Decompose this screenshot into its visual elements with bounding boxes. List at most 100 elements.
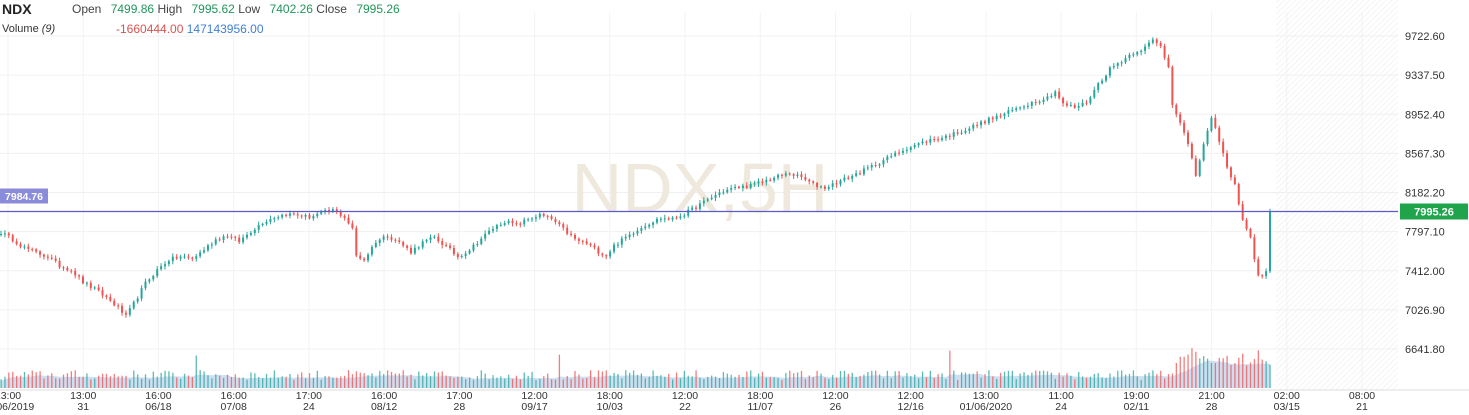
candle-body[interactable]: [1229, 167, 1232, 178]
candle-body[interactable]: [1089, 97, 1092, 104]
candle-body[interactable]: [238, 237, 241, 243]
candle-body[interactable]: [706, 199, 709, 201]
candle-body[interactable]: [519, 223, 522, 225]
candle-body[interactable]: [554, 219, 557, 223]
candle-body[interactable]: [484, 233, 487, 239]
candle-body[interactable]: [148, 279, 151, 282]
candle-body[interactable]: [156, 269, 159, 276]
candle-body[interactable]: [50, 257, 53, 259]
candle-body[interactable]: [1132, 54, 1135, 56]
candle-body[interactable]: [1144, 46, 1147, 51]
candle-body[interactable]: [605, 255, 608, 257]
candle-body[interactable]: [620, 238, 623, 245]
candle-body[interactable]: [1167, 57, 1170, 68]
candle-body[interactable]: [199, 252, 202, 257]
candle-body[interactable]: [1210, 117, 1213, 131]
candle-body[interactable]: [527, 219, 530, 221]
candle-body[interactable]: [652, 222, 655, 225]
candle-body[interactable]: [542, 213, 545, 216]
candle-body[interactable]: [429, 237, 432, 240]
candle-body[interactable]: [925, 141, 928, 143]
candle-body[interactable]: [534, 217, 537, 219]
candle-body[interactable]: [1105, 75, 1108, 81]
candle-body[interactable]: [0, 233, 2, 236]
candle-body[interactable]: [495, 225, 498, 229]
candle-body[interactable]: [550, 216, 553, 220]
candle-body[interactable]: [288, 213, 291, 216]
candle-body[interactable]: [761, 181, 764, 183]
candle-body[interactable]: [843, 177, 846, 181]
candle-body[interactable]: [839, 180, 842, 185]
candle-body[interactable]: [644, 226, 647, 229]
candle-body[interactable]: [417, 247, 420, 249]
candle-body[interactable]: [121, 305, 124, 313]
candle-body[interactable]: [421, 241, 424, 248]
candle-body[interactable]: [265, 221, 268, 224]
candle-body[interactable]: [675, 217, 678, 219]
candle-body[interactable]: [573, 234, 576, 239]
candle-body[interactable]: [452, 248, 455, 255]
candle-body[interactable]: [741, 185, 744, 189]
candle-body[interactable]: [1194, 158, 1197, 176]
candle-body[interactable]: [347, 217, 350, 224]
candle-body[interactable]: [308, 214, 311, 219]
candle-body[interactable]: [117, 305, 120, 307]
candle-body[interactable]: [1140, 50, 1143, 53]
candle-body[interactable]: [54, 258, 57, 261]
candle-body[interactable]: [792, 174, 795, 176]
candle-body[interactable]: [687, 209, 690, 216]
candle-body[interactable]: [894, 152, 897, 157]
candle-body[interactable]: [933, 139, 936, 141]
candle-body[interactable]: [66, 267, 69, 271]
candle-body[interactable]: [1007, 110, 1010, 114]
candle-body[interactable]: [1065, 103, 1068, 106]
candle-body[interactable]: [851, 175, 854, 179]
candle-body[interactable]: [167, 261, 170, 265]
candle-body[interactable]: [566, 227, 569, 234]
candle-body[interactable]: [757, 181, 760, 184]
candle-body[interactable]: [81, 276, 84, 284]
candle-body[interactable]: [152, 275, 155, 280]
candle-body[interactable]: [777, 174, 780, 178]
candle-body[interactable]: [324, 210, 327, 212]
candle-body[interactable]: [636, 230, 639, 234]
candle-body[interactable]: [1026, 105, 1029, 107]
candle-body[interactable]: [351, 223, 354, 229]
candle-body[interactable]: [616, 244, 619, 246]
candle-body[interactable]: [441, 241, 444, 245]
candle-body[interactable]: [39, 251, 42, 255]
candle-body[interactable]: [437, 236, 440, 242]
candle-body[interactable]: [819, 186, 822, 188]
candle-body[interactable]: [1073, 105, 1076, 108]
candle-body[interactable]: [972, 124, 975, 129]
candle-body[interactable]: [163, 264, 166, 267]
candle-body[interactable]: [249, 232, 252, 235]
candle-body[interactable]: [203, 250, 206, 253]
candle-body[interactable]: [285, 214, 288, 216]
candle-body[interactable]: [1226, 153, 1229, 168]
candle-body[interactable]: [948, 135, 951, 137]
candle-body[interactable]: [187, 256, 190, 258]
candle-body[interactable]: [449, 245, 452, 249]
candle-body[interactable]: [257, 225, 260, 230]
candle-body[interactable]: [183, 256, 186, 258]
candle-body[interactable]: [320, 211, 323, 214]
candle-body[interactable]: [35, 249, 38, 252]
candle-body[interactable]: [999, 115, 1002, 117]
candle-body[interactable]: [1183, 122, 1186, 133]
candle-body[interactable]: [722, 192, 725, 194]
candle-body[interactable]: [93, 287, 96, 289]
candle-body[interactable]: [812, 181, 815, 184]
candle-body[interactable]: [515, 223, 518, 225]
candle-body[interactable]: [905, 149, 908, 151]
candle-body[interactable]: [859, 173, 862, 175]
candle-body[interactable]: [456, 254, 459, 258]
candle-body[interactable]: [1038, 101, 1041, 104]
candle-body[interactable]: [878, 164, 881, 166]
candle-body[interactable]: [1190, 143, 1193, 159]
candle-body[interactable]: [944, 135, 947, 139]
candle-body[interactable]: [956, 132, 959, 134]
candle-body[interactable]: [531, 218, 534, 220]
candle-body[interactable]: [1085, 102, 1088, 104]
